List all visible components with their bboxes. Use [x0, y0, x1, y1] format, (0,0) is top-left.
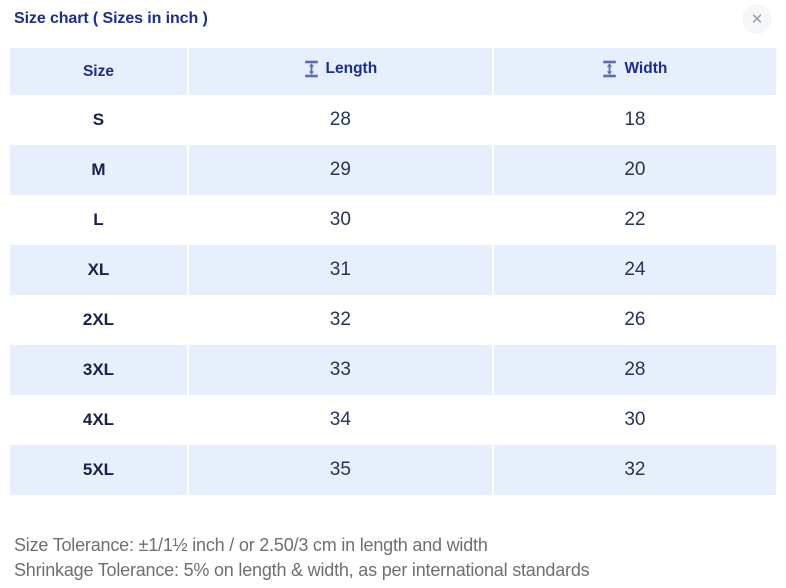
width-cell: 32 — [491, 445, 776, 495]
size-cell: S — [92, 110, 105, 129]
column-header-length: Length — [186, 48, 492, 95]
shrinkage-tolerance-text: Shrinkage Tolerance: 5% on length & widt… — [14, 560, 590, 580]
column-header-size: Size — [10, 48, 187, 95]
width-cell: 18 — [491, 95, 776, 145]
modal-header: Size chart ( Sizes in inch ) — [0, 0, 786, 48]
close-button[interactable]: ✕ — [742, 4, 772, 34]
measure-vertical-icon — [304, 60, 318, 78]
table-row: 2XL 32 26 — [10, 295, 776, 345]
table-body: S 28 18 M 29 20 L 30 22 XL 31 24 2XL 32 26 3XL 33 28 4XL 34… — [10, 95, 776, 495]
width-cell: 22 — [491, 195, 776, 245]
column-header-size-label: Size — [82, 62, 114, 80]
size-cell: L — [93, 210, 104, 229]
size-cell: 5XL — [10, 445, 187, 495]
table-row: L 30 22 — [10, 195, 776, 245]
table-header-row: Size Length — [10, 48, 776, 95]
table-row: XL 31 24 — [10, 245, 776, 295]
table-row: M 29 20 — [10, 145, 776, 195]
size-cell: 2XL — [82, 310, 115, 329]
width-cell: 20 — [491, 145, 776, 195]
column-header-width-label: Width — [624, 60, 668, 77]
length-cell: 35 — [186, 445, 492, 495]
length-cell: 31 — [186, 245, 492, 295]
tolerance-notes: Size Tolerance: ±1/1½ inch / or 2.50/3 c… — [14, 533, 772, 583]
width-cell: 24 — [491, 245, 776, 295]
width-cell: 26 — [491, 295, 776, 345]
length-cell: 33 — [186, 345, 492, 395]
column-header-width: Width — [491, 48, 776, 95]
size-cell: 3XL — [10, 345, 187, 395]
size-cell: M — [10, 145, 187, 195]
length-cell: 29 — [186, 145, 492, 195]
column-header-length-label: Length — [325, 60, 378, 77]
table-row: 4XL 34 30 — [10, 395, 776, 445]
width-cell: 28 — [491, 345, 776, 395]
length-cell: 34 — [186, 395, 492, 445]
size-cell: 4XL — [82, 410, 115, 429]
size-chart-table: Size Length — [10, 48, 776, 495]
length-cell: 28 — [186, 95, 492, 145]
table-row: 3XL 33 28 — [10, 345, 776, 395]
width-cell: 30 — [491, 395, 776, 445]
length-cell: 30 — [186, 195, 492, 245]
length-cell: 32 — [186, 295, 492, 345]
close-icon: ✕ — [750, 9, 764, 28]
measure-vertical-icon — [603, 60, 617, 78]
modal-title: Size chart ( Sizes in inch ) — [14, 10, 208, 27]
size-tolerance-text: Size Tolerance: ±1/1½ inch / or 2.50/3 c… — [14, 535, 488, 555]
table-row: 5XL 35 32 — [10, 445, 776, 495]
size-cell: XL — [10, 245, 187, 295]
table-row: S 28 18 — [10, 95, 776, 145]
